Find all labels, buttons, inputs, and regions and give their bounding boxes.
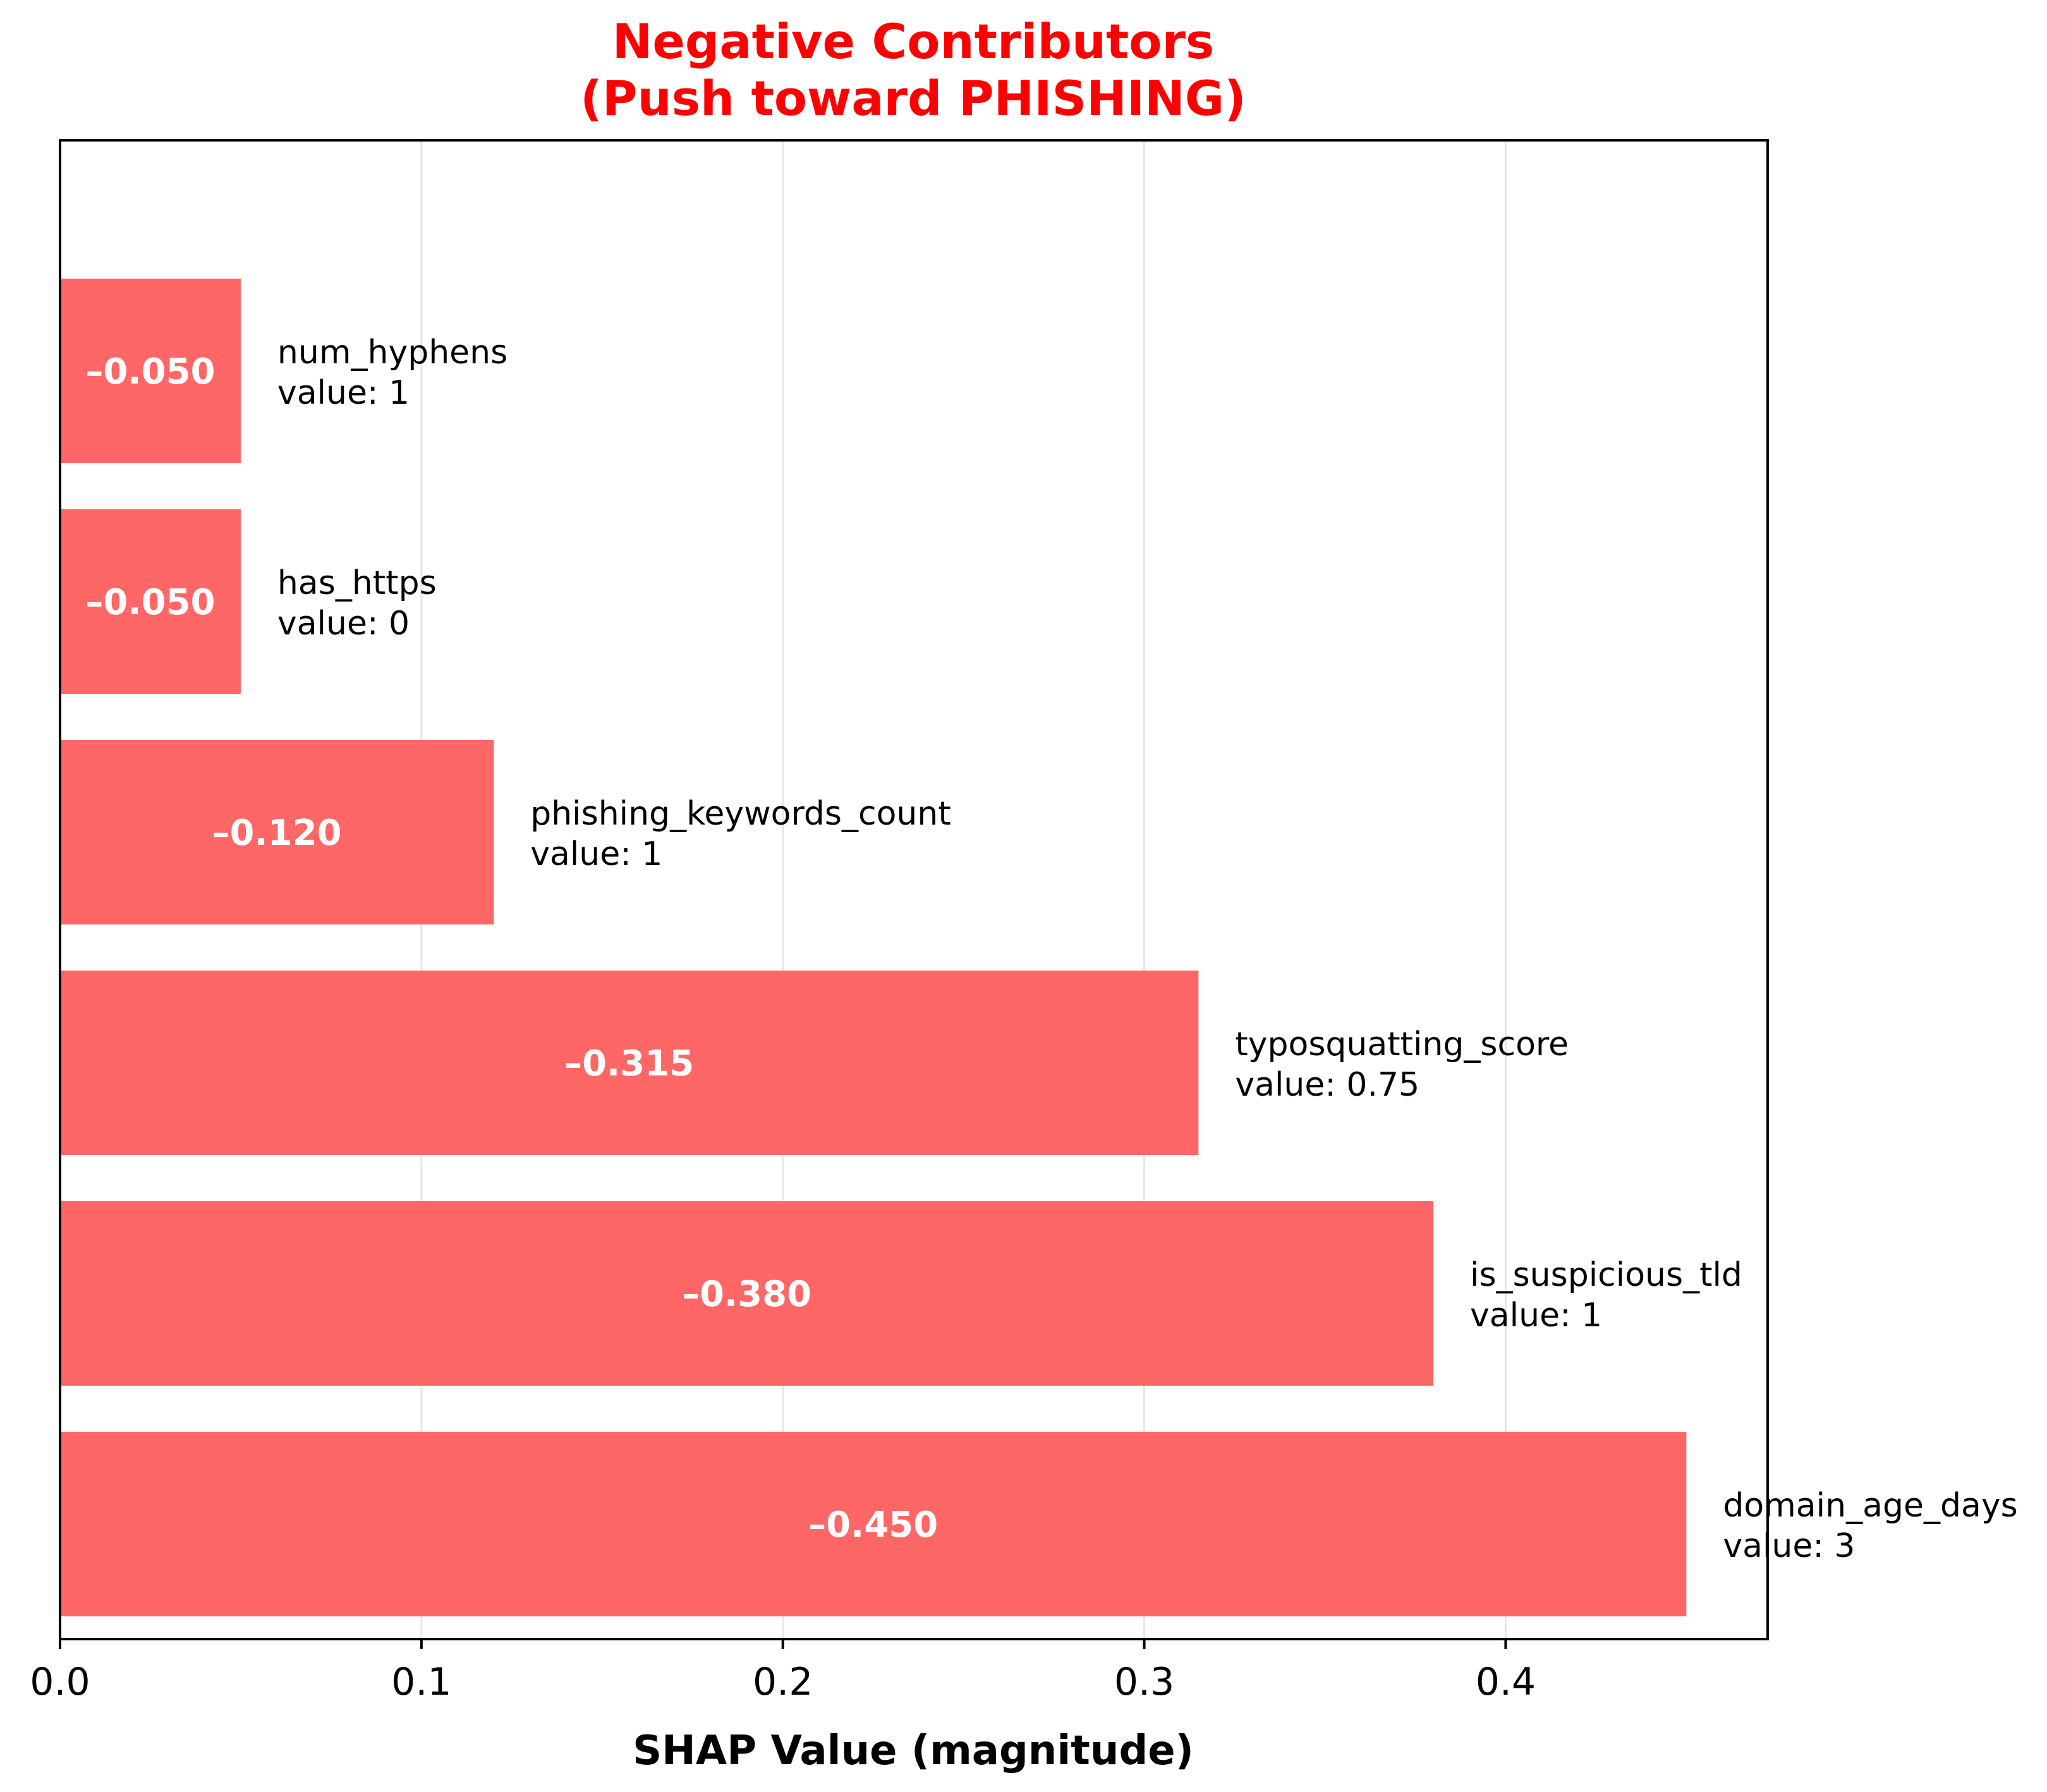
- bar-value-label: –0.050: [85, 582, 215, 623]
- feature-value-label: value: 3: [1723, 1527, 1855, 1565]
- bar-num-hyphens: [60, 279, 241, 463]
- feature-value-label: value: 1: [530, 835, 662, 873]
- x-tick-label: 0.3: [1114, 1660, 1174, 1704]
- x-axis-ticks: 0.0 0.1 0.2 0.3 0.4: [30, 1639, 1536, 1704]
- bar-value-label: –0.315: [564, 1043, 694, 1084]
- chart-subtitle: (Push toward PHISHING): [580, 70, 1246, 126]
- bars: [60, 279, 1687, 1616]
- bar-phishing-keywords-count: [60, 740, 494, 924]
- x-tick-label: 0.2: [753, 1660, 813, 1704]
- gridlines: [420, 140, 1507, 1639]
- x-axis-label: SHAP Value (magnitude): [633, 1728, 1194, 1774]
- feature-name-label: has_https: [277, 564, 437, 602]
- bar-value-label: –0.380: [682, 1274, 811, 1315]
- feature-name-label: domain_age_days: [1723, 1487, 2017, 1525]
- feature-value-label: value: 1: [1470, 1297, 1602, 1335]
- bar-typosquatting-score: [60, 971, 1199, 1155]
- bar-value-label: –0.450: [808, 1504, 938, 1546]
- plot-frame: [59, 139, 1769, 1640]
- chart-title: Negative Contributors: [612, 13, 1215, 70]
- bar-value-label: –0.050: [85, 351, 215, 392]
- feature-value-label: value: 1: [277, 374, 410, 412]
- x-tick-label: 0.0: [30, 1660, 90, 1704]
- x-tick-label: 0.1: [391, 1660, 451, 1704]
- feature-name-label: phishing_keywords_count: [530, 795, 951, 833]
- feature-name-label: is_suspicious_tld: [1470, 1256, 1742, 1294]
- feature-value-label: value: 0: [277, 605, 410, 643]
- bar-is-suspicious-tld: [60, 1201, 1434, 1386]
- feature-value-label: value: 0.75: [1235, 1066, 1419, 1104]
- bar-value-labels: –0.450 –0.380 –0.315 –0.120 –0.050 –0.050: [85, 351, 938, 1546]
- bar-has-https: [60, 509, 241, 694]
- bar-domain-age-days: [60, 1432, 1687, 1616]
- feature-name-label: typosquatting_score: [1235, 1026, 1569, 1063]
- bar-value-label: –0.120: [212, 813, 342, 854]
- feature-name-label: num_hyphens: [277, 334, 507, 372]
- x-tick-label: 0.4: [1476, 1660, 1536, 1704]
